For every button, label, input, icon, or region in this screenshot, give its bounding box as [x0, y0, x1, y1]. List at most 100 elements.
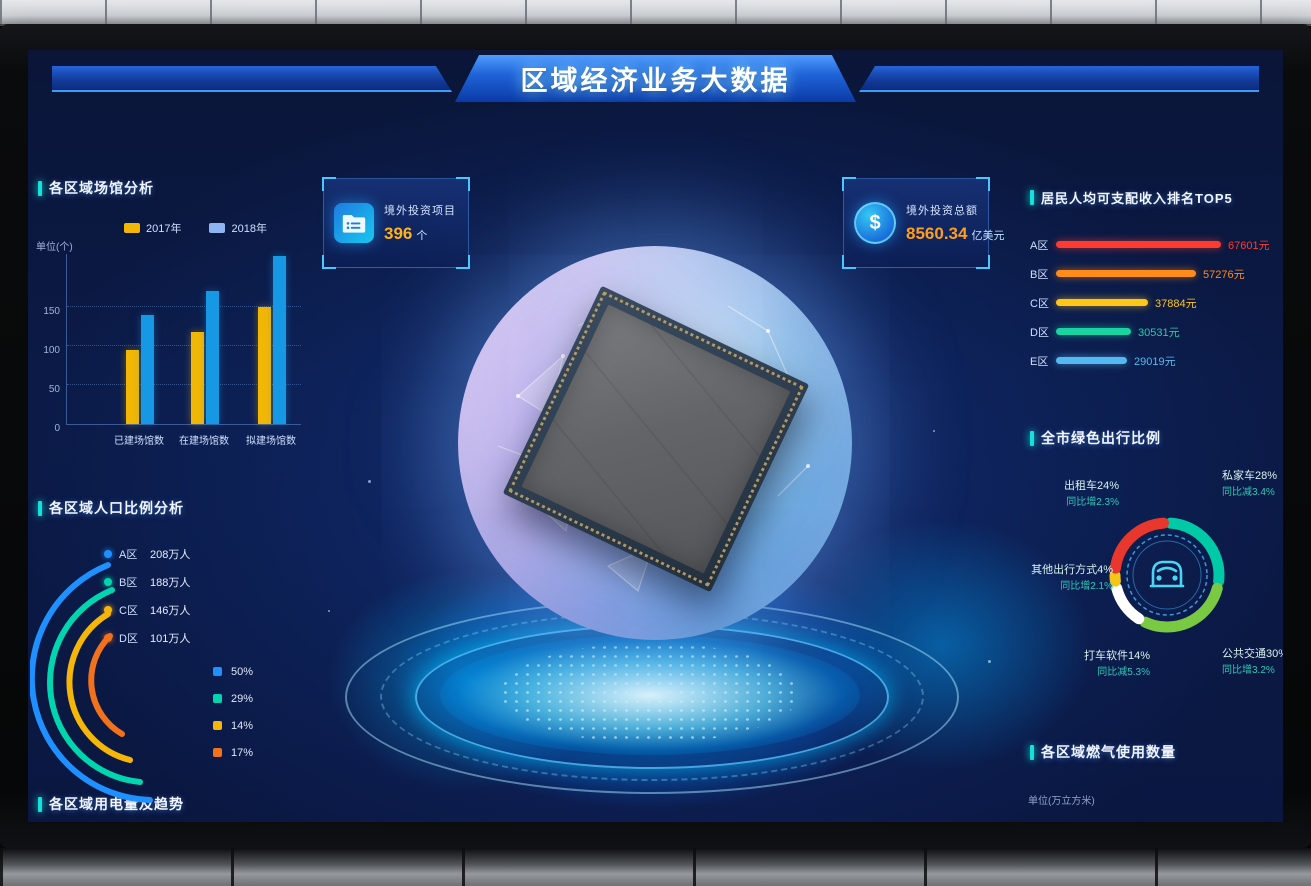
green-travel-title-text: 全市绿色出行比例 [1041, 430, 1161, 446]
population-dot [104, 634, 112, 642]
venue-bar-2017年-1 [191, 331, 204, 424]
legend-swatch-2018 [209, 223, 226, 233]
income-top5-bars: A区 67601元 B区 57276元 C区 37884元 D区 30531元 E区 29019元 [1030, 230, 1280, 375]
income-row-C区: C区 37884元 [1030, 288, 1280, 317]
venues-title-text: 各区域场馆分析 [49, 180, 154, 196]
private-car-label: 私家车28% [1222, 470, 1278, 482]
income-region-label: D区 [1030, 326, 1049, 339]
accent-bar-icon [38, 796, 42, 812]
corner-bracket-icon [976, 255, 990, 269]
ride-hailing-label: 打车软件14% [1083, 650, 1150, 662]
income-region-label: C区 [1030, 297, 1049, 310]
donut-segment-公共交通 [1109, 517, 1225, 633]
population-arc-a [30, 562, 153, 803]
other-modes-yoy: 同比增2.1% [1060, 581, 1113, 593]
population-region-label: A区 [119, 549, 138, 561]
income-row-A区: A区 67601元 [1030, 230, 1280, 259]
monitor-bezel: 区域经济业务大数据 各区域场馆分析 各区域人口比例分析 各区域用电量及趋势 居民… [0, 24, 1311, 848]
section-title-population: 各区域人口比例分析 [38, 498, 184, 518]
population-arc-b [47, 587, 143, 785]
invest-projects-value: 396 个 [384, 224, 456, 244]
venue-bar-2017年-2 [258, 307, 271, 424]
venue-plot-area [66, 254, 301, 425]
invest-total-number: 8560.34 [906, 224, 968, 243]
venue-category-label: 在建场馆数 [179, 436, 229, 447]
venue-bar-chart: 0 50 100 150 已建场馆数 在建场馆数 拟建场馆数 [38, 250, 310, 447]
population-percent-legend: 50% 29% 14% 17% [213, 658, 253, 766]
legend-label-2017: 2017年 [146, 223, 182, 235]
particle [368, 480, 371, 483]
section-title-income: 居民人均可支配收入排名TOP5 [1030, 188, 1233, 207]
invest-projects-title: 境外投资项目 [384, 205, 456, 217]
ride-hailing-yoy: 同比减5.3% [1097, 667, 1150, 679]
invest-total-title: 境外投资总额 [906, 205, 978, 217]
car-icon [1143, 553, 1191, 597]
accent-bar-icon [38, 180, 42, 196]
donut-label-public-transit: 公共交通30% 同比增3.2% [1222, 646, 1283, 679]
floor-panels [0, 848, 1311, 886]
invest-total-unit: 亿美元 [971, 230, 1005, 242]
donut-label-taxi: 出租车24% 同比增2.3% [1023, 478, 1119, 511]
income-value: 57276元 [1203, 268, 1245, 281]
venue-bar-2017年-0 [126, 349, 139, 424]
donut-inner-ring [1132, 540, 1202, 610]
y-tick-label: 50 [48, 384, 60, 395]
income-region-label: A区 [1030, 239, 1049, 252]
population-region-label: D区 [119, 633, 138, 645]
legend-item-2018: 2018年 [209, 220, 267, 236]
population-row-A区: A区 208万人 [104, 540, 190, 568]
corner-bracket-icon [322, 177, 336, 191]
invest-projects-unit: 个 [416, 230, 428, 242]
particle [328, 610, 330, 612]
y-tick-label: 150 [43, 306, 60, 317]
platform-led-dots [500, 643, 800, 743]
income-bar [1056, 270, 1196, 277]
section-title-green-travel: 全市绿色出行比例 [1030, 428, 1161, 448]
population-pct-swatch [213, 721, 222, 730]
donut-label-private-car: 私家车28% 同比减3.4% [1222, 468, 1277, 501]
income-region-label: B区 [1030, 268, 1049, 281]
invest-total-text: 境外投资总额 8560.34 亿美元 [906, 202, 1004, 244]
income-row-D区: D区 30531元 [1030, 317, 1280, 346]
gridline [67, 384, 301, 385]
particle [933, 430, 935, 432]
accent-bar-icon [1030, 190, 1034, 205]
legend-swatch-2017 [124, 223, 140, 233]
header-wing-left [52, 66, 452, 92]
public-transit-yoy: 同比增3.2% [1222, 665, 1275, 677]
income-bar [1056, 299, 1148, 306]
population-pct-row-B区: 29% [213, 685, 253, 712]
folder-icon [334, 203, 374, 243]
population-region-label: B区 [119, 577, 138, 589]
income-bar [1056, 328, 1131, 335]
income-value: 29019元 [1134, 355, 1176, 368]
population-value: 208万人 [150, 549, 191, 561]
population-arc-c [66, 611, 133, 763]
other-modes-label: 其他出行方式4% [1031, 564, 1113, 576]
taxi-yoy: 同比增2.3% [1066, 497, 1119, 509]
income-title-text: 居民人均可支配收入排名TOP5 [1041, 191, 1233, 206]
population-pct-value: 17% [231, 746, 254, 759]
dollar-coin-icon: $ [854, 202, 896, 244]
donut-label-other-modes: 其他出行方式4% 同比增2.1% [1013, 562, 1113, 595]
invest-projects-card: 境外投资项目 396 个 [322, 177, 470, 269]
gas-title-text: 各区域燃气使用数量 [1041, 744, 1176, 760]
population-arc-rings [30, 562, 153, 803]
legend-label-2018: 2018年 [231, 223, 267, 235]
income-value: 67601元 [1228, 239, 1270, 252]
accent-bar-icon [38, 500, 42, 516]
private-car-yoy: 同比减3.4% [1222, 487, 1275, 499]
venue-bar-2018年-1 [206, 291, 219, 424]
public-transit-label: 公共交通30% [1222, 648, 1283, 660]
population-pct-row-C区: 14% [213, 712, 253, 739]
particle [988, 660, 991, 663]
venue-bar-2018年-0 [141, 314, 154, 424]
population-pct-row-D区: 17% [213, 739, 253, 766]
income-bar [1056, 357, 1127, 364]
venue-bar-2018年-2 [273, 256, 286, 424]
accent-bar-icon [1030, 744, 1034, 760]
header-wing-right [859, 66, 1259, 92]
invest-total-value: 8560.34 亿美元 [906, 224, 1004, 244]
population-pct-row-A区: 50% [213, 658, 253, 685]
donut-inner-dashed-ring [1126, 534, 1208, 616]
